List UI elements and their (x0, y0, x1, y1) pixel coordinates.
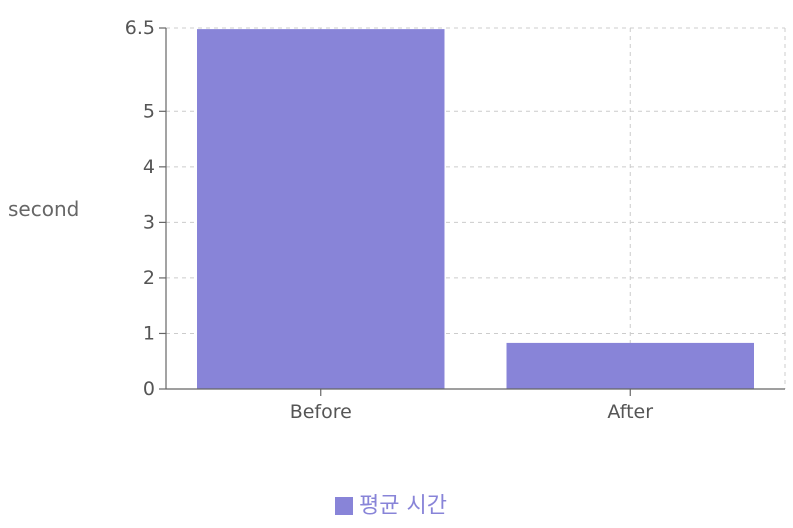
y-tick-label: 1 (143, 322, 155, 344)
y-tick-label: 2 (143, 267, 155, 289)
y-tick-label: 3 (143, 211, 155, 233)
y-tick-label: 4 (143, 156, 155, 178)
legend[interactable]: 평균 시간 (335, 494, 447, 519)
x-tick-label: After (607, 401, 653, 423)
legend-swatch (335, 497, 353, 515)
x-tick-label: Before (290, 401, 352, 423)
y-tick-label: 6.5 (125, 17, 155, 39)
bar-after[interactable] (507, 343, 755, 389)
bars (197, 29, 754, 389)
y-tick-label: 0 (143, 378, 155, 400)
bar-before[interactable] (197, 29, 445, 389)
y-axis-title: second (8, 197, 79, 221)
y-tick-label: 5 (143, 100, 155, 122)
legend-label: 평균 시간 (359, 494, 447, 519)
